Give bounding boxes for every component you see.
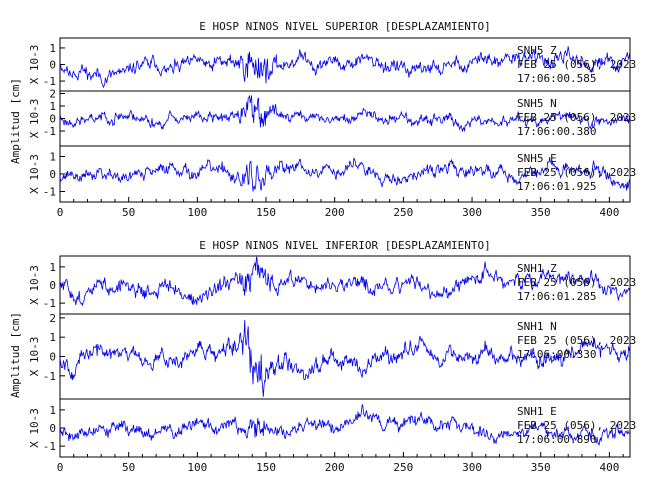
time-label: 17:06:01.925 — [517, 180, 596, 193]
y-tick-label: 2 — [49, 312, 56, 325]
chart-inferior: E HOSP NINOS NIVEL INFERIOR [DESPLAZAMIE… — [9, 239, 636, 474]
y-tick-label: -1 — [43, 125, 56, 138]
time-label: 17:06:00.330 — [517, 348, 596, 361]
waveform-trace — [59, 256, 631, 307]
x-tick-label: 50 — [122, 461, 135, 474]
y-tick-label: 1 — [49, 404, 56, 417]
y-tick-label: -1 — [43, 440, 56, 453]
panel-y-label: X 10-3 — [28, 45, 41, 85]
chart-superior: E HOSP NINOS NIVEL SUPERIOR [DESPLAZAMIE… — [9, 20, 636, 219]
x-axis: 0 50 100 150 200 250 300 350 400 — [57, 452, 624, 474]
x-tick-label: 0 — [57, 206, 64, 219]
waveform-trace — [59, 403, 631, 446]
y-tick-label: 0 — [49, 351, 56, 364]
panel-y-label: X 10-3 — [28, 265, 41, 305]
time-label: 17:06:00.585 — [517, 72, 596, 85]
x-tick-label: 50 — [122, 206, 135, 219]
waveform-trace — [59, 46, 631, 89]
y-tick-label: 1 — [49, 151, 56, 164]
station-component-label: SNH1 E — [517, 405, 557, 418]
time-label: 17:06:01.285 — [517, 290, 596, 303]
x-tick-label: 350 — [531, 461, 551, 474]
y-tick-label: 1 — [49, 100, 56, 113]
y-tick-label: 2 — [49, 88, 56, 101]
station-component-label: SNH5 E — [517, 152, 557, 165]
y-tick-label: -1 — [43, 75, 56, 88]
station-component-label: SNH1 N — [517, 320, 557, 333]
date-label: FEB 25 (056), 2023 — [517, 334, 636, 347]
y-tick-label: 0 — [49, 113, 56, 126]
y-tick-label: -1 — [43, 297, 56, 310]
chart-title: E HOSP NINOS NIVEL SUPERIOR [DESPLAZAMIE… — [199, 20, 490, 33]
y-tick-label: 1 — [49, 331, 56, 344]
x-axis: 0 50 100 150 200 250 300 350 400 — [57, 197, 624, 219]
waveform-trace — [59, 319, 631, 397]
x-tick-label: 350 — [531, 206, 551, 219]
x-tick-label: 250 — [393, 206, 413, 219]
y-axis-label: Amplitud [cm] — [9, 312, 22, 398]
x-tick-label: 300 — [462, 461, 482, 474]
x-tick-label: 400 — [599, 461, 619, 474]
y-tick-label: -1 — [43, 370, 56, 383]
x-tick-label: 0 — [57, 461, 64, 474]
date-label: FEB 25 (056), 2023 — [517, 166, 636, 179]
x-tick-label: 150 — [256, 206, 276, 219]
station-component-label: SNH5 N — [517, 97, 557, 110]
x-tick-label: 300 — [462, 206, 482, 219]
x-tick-label: 250 — [393, 461, 413, 474]
y-tick-label: 1 — [49, 42, 56, 55]
station-component-label: SNH5 Z — [517, 44, 557, 57]
date-label: FEB 25 (056), 2023 — [517, 58, 636, 71]
station-component-label: SNH1 Z — [517, 262, 557, 275]
waveform-trace — [59, 95, 631, 132]
waveform-trace — [59, 157, 631, 192]
chart-title: E HOSP NINOS NIVEL INFERIOR [DESPLAZAMIE… — [199, 239, 490, 252]
y-tick-label: -1 — [43, 186, 56, 199]
y-tick-label: 0 — [49, 279, 56, 292]
y-tick-label: 0 — [49, 422, 56, 435]
date-label: FEB 25 (056), 2023 — [517, 111, 636, 124]
x-tick-label: 100 — [187, 206, 207, 219]
panel-y-label: X 10-3 — [28, 99, 41, 139]
x-tick-label: 200 — [325, 206, 345, 219]
panel-y-label: X 10-3 — [28, 408, 41, 448]
panel-y-label: X 10-3 — [28, 154, 41, 194]
date-label: FEB 25 (056), 2023 — [517, 276, 636, 289]
y-axis-label: Amplitud [cm] — [9, 78, 22, 164]
x-tick-label: 150 — [256, 461, 276, 474]
x-tick-label: 100 — [187, 461, 207, 474]
y-tick-label: 1 — [49, 261, 56, 274]
time-label: 17:06:00.890 — [517, 433, 596, 446]
time-label: 17:06:00.380 — [517, 125, 596, 138]
y-tick-label: 0 — [49, 168, 56, 181]
panel-y-label: X 10-3 — [28, 337, 41, 377]
y-tick-label: 0 — [49, 59, 56, 72]
x-tick-label: 400 — [599, 206, 619, 219]
date-label: FEB 25 (056), 2023 — [517, 419, 636, 432]
x-tick-label: 200 — [325, 461, 345, 474]
